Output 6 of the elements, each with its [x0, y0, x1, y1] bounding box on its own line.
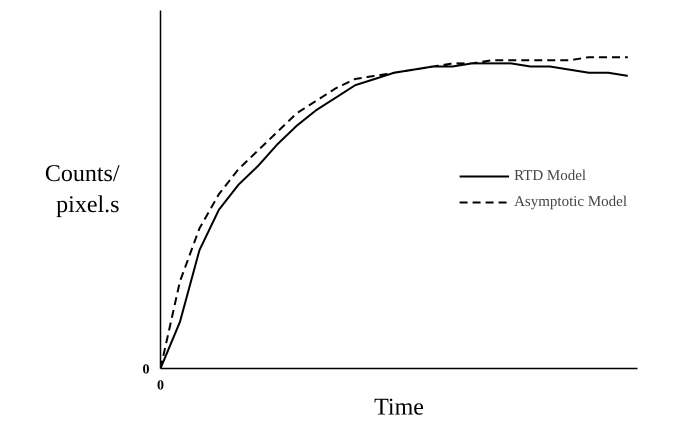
legend-label: RTD Model: [514, 168, 586, 184]
y-axis-title: Counts/ pixel.s: [44, 160, 120, 218]
x-axis-title: Time: [374, 394, 424, 420]
text: 0: [157, 378, 164, 394]
text: 0: [142, 362, 150, 378]
legend-label: Asymptotic Model: [514, 194, 627, 210]
